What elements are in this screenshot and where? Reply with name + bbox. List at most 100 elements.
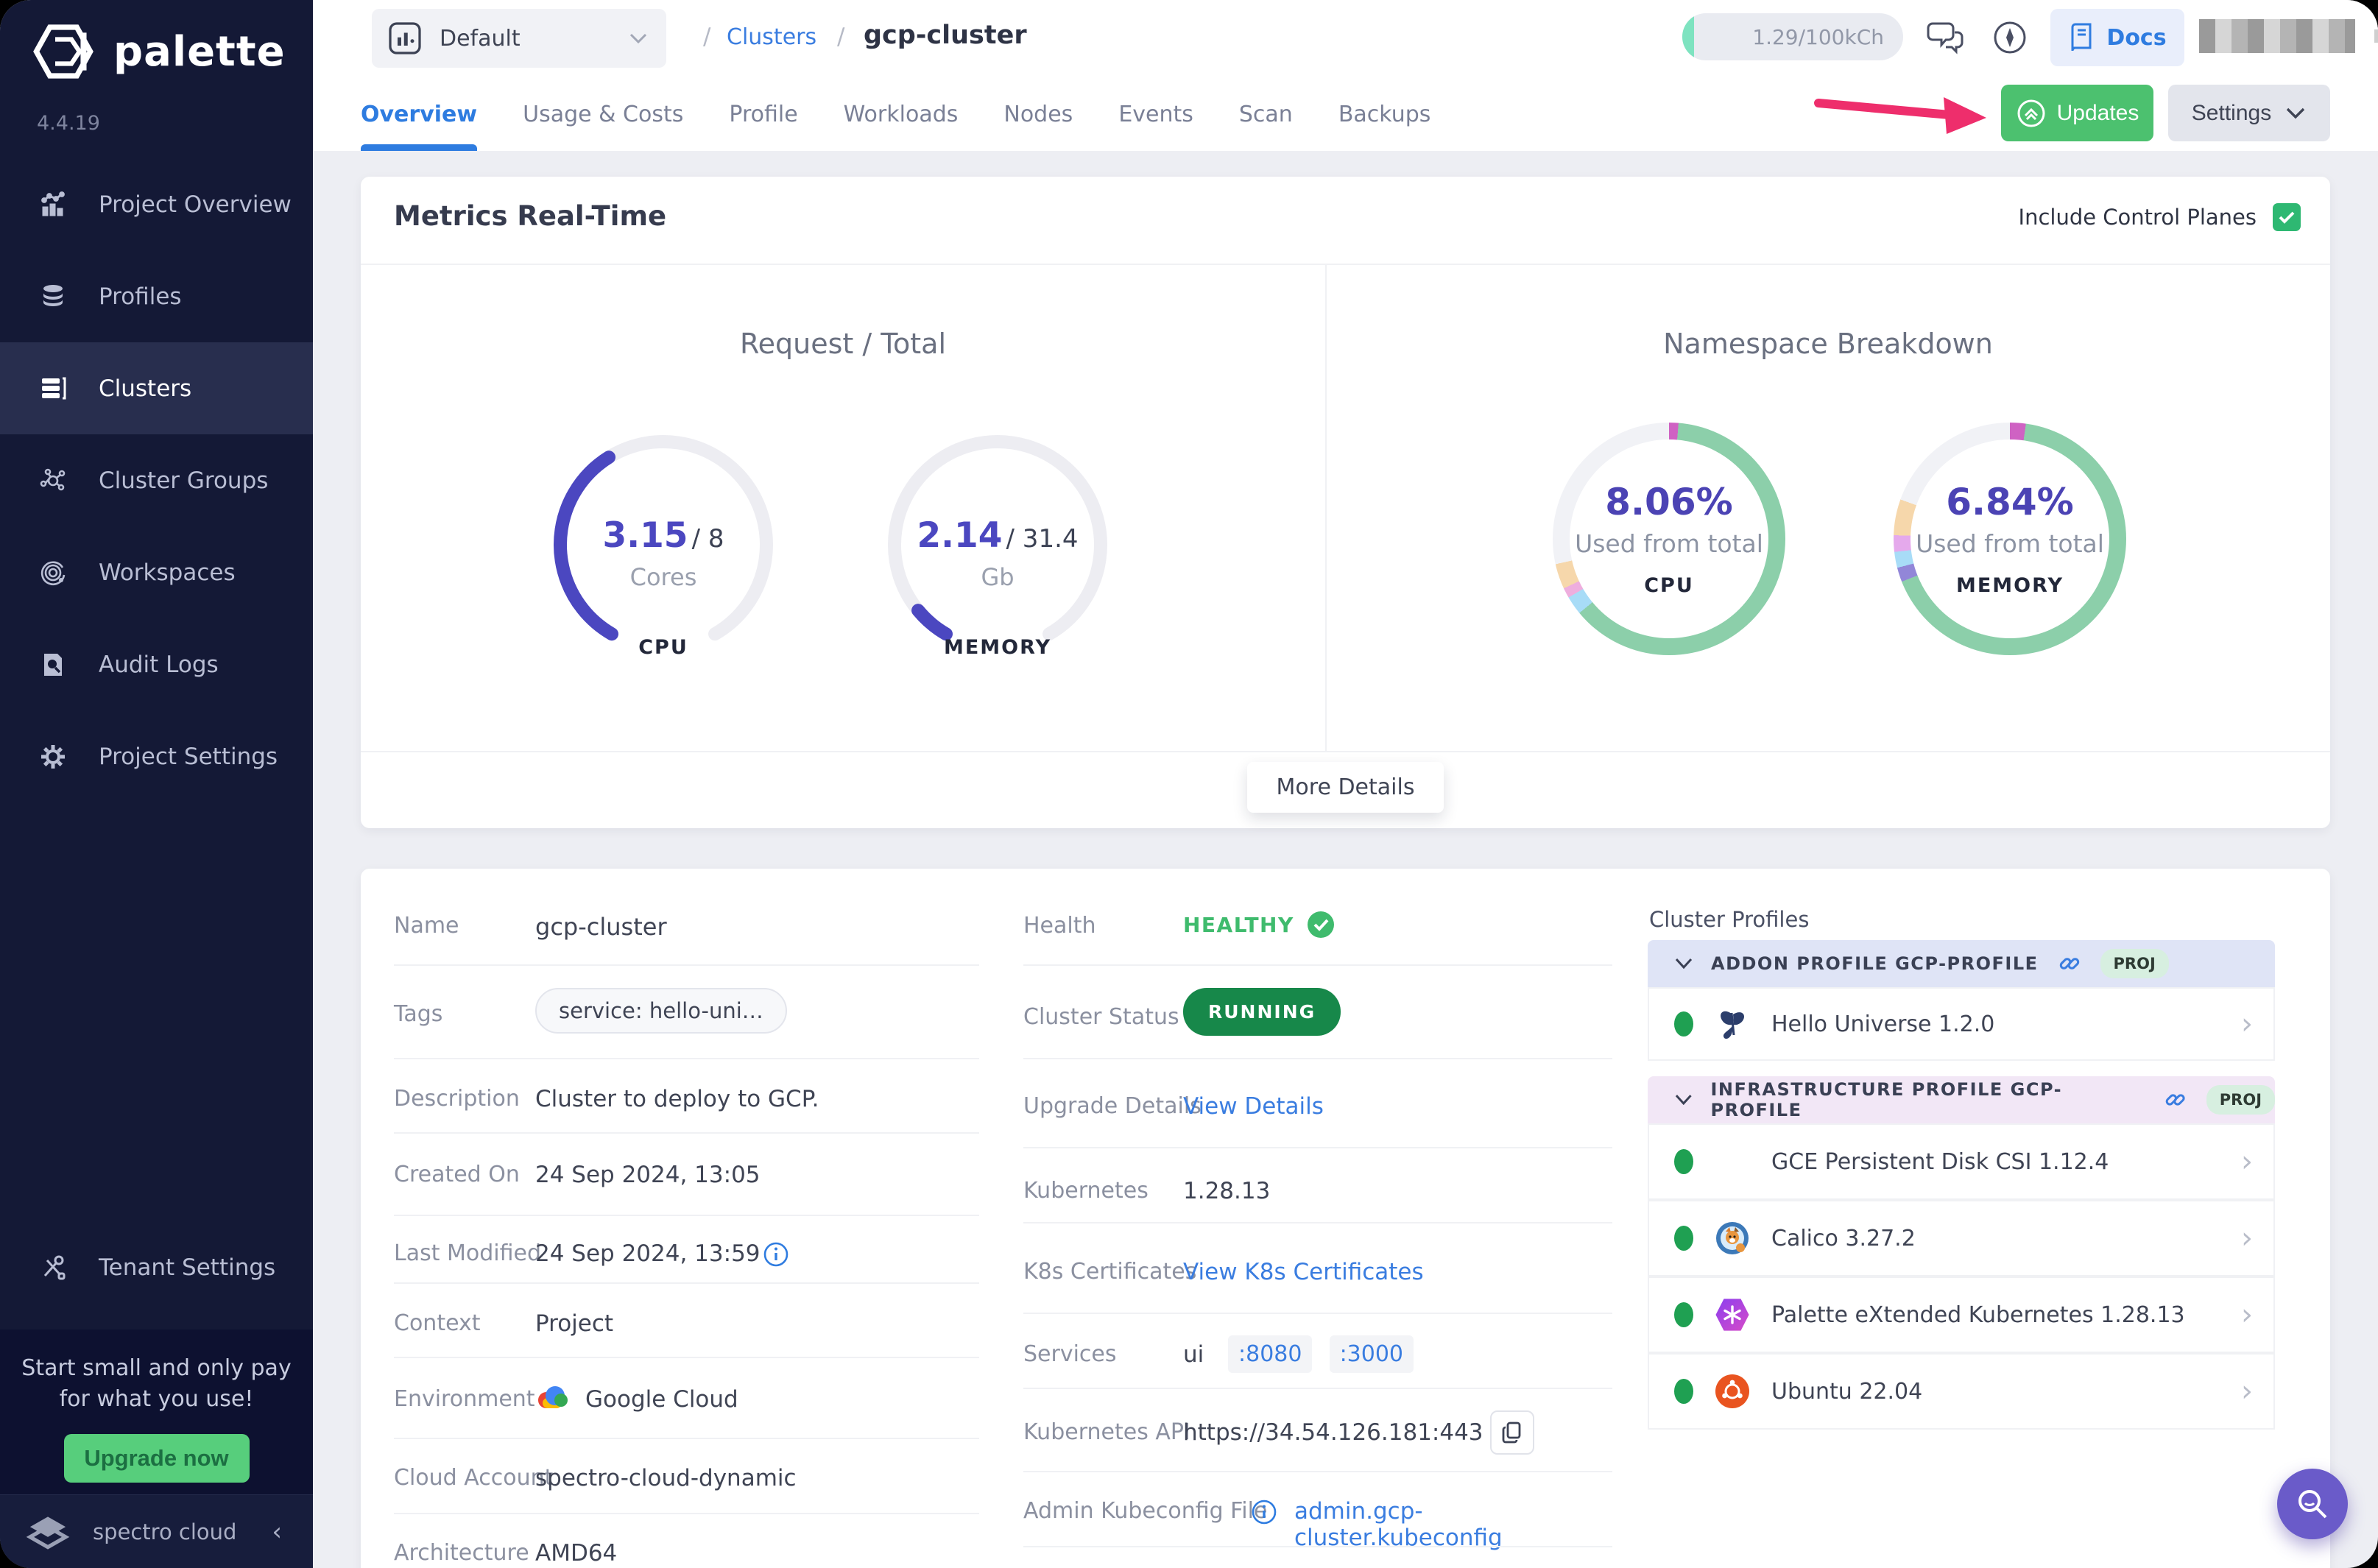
- sidebar: palette 4.4.19 Project Overview Profiles: [0, 0, 313, 1568]
- ubuntu-icon: [1715, 1374, 1749, 1408]
- profile-layer-ubuntu[interactable]: Ubuntu 22.04 ›: [1648, 1353, 2275, 1430]
- updates-icon: [2017, 99, 2045, 127]
- docs-button[interactable]: Docs: [2050, 9, 2184, 66]
- scope-badge: PROJ: [2100, 949, 2169, 978]
- memory-namespace-donut: 6.84% Used from total MEMORY: [1894, 423, 2126, 655]
- infrastructure-profile-header[interactable]: INFRASTRUCTURE PROFILE GCP-PROFILE PROJ: [1648, 1076, 2276, 1123]
- info-icon[interactable]: [762, 1240, 790, 1268]
- compass-icon[interactable]: [1990, 18, 2030, 57]
- tools-icon: [43, 1255, 66, 1280]
- sidebar-footer: spectro cloud ‹: [0, 1494, 313, 1568]
- copy-button[interactable]: [1490, 1410, 1534, 1455]
- chat-icon[interactable]: [1925, 18, 1965, 57]
- chevron-down-icon: [1675, 958, 1693, 970]
- tab-events[interactable]: Events: [1118, 101, 1193, 127]
- sidebar-item-profiles[interactable]: Profiles: [0, 250, 313, 342]
- sidebar-item-label: Clusters: [99, 375, 192, 402]
- project-selector-value: Default: [440, 25, 521, 52]
- tab-nodes[interactable]: Nodes: [1003, 101, 1073, 127]
- kubeconfig-file-link[interactable]: admin.gcp-cluster.kubeconfig: [1294, 1498, 1503, 1551]
- addon-profile-header[interactable]: ADDON PROFILE GCP-PROFILE PROJ: [1648, 940, 2275, 987]
- chevron-down-icon: [1675, 1095, 1692, 1106]
- sidebar-item-audit-logs[interactable]: Audit Logs: [0, 618, 313, 710]
- healthy-check-icon: [1307, 911, 1334, 938]
- divider: [1325, 264, 1327, 751]
- kubernetes-api-url: https://34.54.126.181:443: [1183, 1419, 1483, 1446]
- sidebar-item-tenant-settings[interactable]: Tenant Settings: [0, 1223, 313, 1312]
- include-control-planes-checkbox[interactable]: [2273, 203, 2301, 231]
- service-port-link[interactable]: :3000: [1329, 1335, 1414, 1373]
- memory-gauge-label: MEMORY: [944, 636, 1051, 659]
- upgrade-now-button[interactable]: Upgrade now: [63, 1434, 250, 1483]
- sidebar-nav: Project Overview Profiles Clusters: [0, 158, 313, 802]
- divider: [361, 751, 2330, 752]
- cpu-gauge-unit: Cores: [629, 563, 697, 591]
- sidebar-item-label: Workspaces: [99, 559, 236, 586]
- view-k8s-certificates-link[interactable]: View K8s Certificates: [1183, 1259, 1424, 1285]
- breadcrumb-separator: /: [703, 24, 711, 50]
- sidebar-item-project-settings[interactable]: Project Settings: [0, 710, 313, 802]
- docs-button-label: Docs: [2106, 24, 2167, 51]
- more-details-button[interactable]: More Details: [1246, 762, 1444, 813]
- layer-status-dot: [1674, 1149, 1693, 1174]
- sidebar-item-cluster-groups[interactable]: Cluster Groups: [0, 434, 313, 526]
- chevron-right-icon: ›: [2241, 1145, 2253, 1179]
- annotation-arrow: [1814, 97, 1986, 134]
- book-icon: [2071, 23, 2092, 52]
- sidebar-item-workspaces[interactable]: Workspaces: [0, 526, 313, 618]
- updates-button[interactable]: Updates: [2001, 85, 2153, 141]
- search-fab[interactable]: [2277, 1469, 2348, 1539]
- tab-bar: Overview Usage & Costs Profile Workloads…: [361, 77, 1430, 151]
- namespace-breakdown-title: Namespace Breakdown: [1663, 328, 1993, 360]
- profile-layer-gce-disk[interactable]: GCE Persistent Disk CSI 1.12.4 ›: [1648, 1123, 2275, 1200]
- chart-icon: [41, 191, 65, 216]
- orbit-icon: [40, 560, 66, 585]
- chevron-right-icon: ›: [2241, 1007, 2253, 1041]
- memory-donut-center: 6.84% Used from total MEMORY: [1910, 439, 2109, 638]
- servers-icon: [42, 377, 66, 399]
- sidebar-item-label: Tenant Settings: [99, 1254, 276, 1281]
- layer-status-dot: [1674, 1011, 1693, 1036]
- sidebar-item-clusters[interactable]: Clusters: [0, 342, 313, 434]
- calico-icon: [1716, 1222, 1749, 1254]
- chevron-down-icon: [2287, 107, 2305, 119]
- check-icon: [2279, 211, 2295, 224]
- collapse-sidebar-icon[interactable]: ‹: [272, 1517, 282, 1547]
- profile-layer-hello-universe[interactable]: Hello Universe 1.2.0 ›: [1648, 987, 2275, 1061]
- app-version: 4.4.19: [37, 112, 100, 135]
- sidebar-item-label: Project Overview: [99, 191, 292, 218]
- settings-button[interactable]: Settings: [2168, 85, 2330, 141]
- tab-overview[interactable]: Overview: [361, 77, 478, 151]
- copy-icon: [1502, 1422, 1521, 1444]
- usage-meter-pill[interactable]: 1.29/100kCh: [1682, 13, 1903, 60]
- memory-gauge-unit: Gb: [981, 563, 1015, 591]
- tag-pill[interactable]: service: hello-uni…: [535, 988, 787, 1034]
- profile-layer-calico[interactable]: Calico 3.27.2 ›: [1648, 1200, 2275, 1276]
- sidebar-item-project-overview[interactable]: Project Overview: [0, 158, 313, 250]
- link-icon: [2166, 1094, 2186, 1106]
- project-selector[interactable]: Default: [372, 9, 666, 68]
- footer-brand: spectro cloud: [93, 1519, 237, 1544]
- tab-scan[interactable]: Scan: [1238, 101, 1293, 127]
- user-menu[interactable]: [2199, 19, 2355, 53]
- tab-usage-costs[interactable]: Usage & Costs: [523, 101, 684, 127]
- scope-badge: PROJ: [2206, 1085, 2276, 1115]
- tab-backups[interactable]: Backups: [1338, 101, 1431, 127]
- brand-name: palette: [113, 27, 286, 76]
- request-total-title: Request / Total: [739, 328, 947, 360]
- top-header: Default / Clusters / gcp-cluster 1.29/10…: [313, 0, 2378, 151]
- service-port-link[interactable]: :8080: [1228, 1335, 1313, 1373]
- info-icon[interactable]: [1250, 1498, 1278, 1526]
- view-details-link[interactable]: View Details: [1183, 1093, 1324, 1120]
- cpu-gauge-value: 3.15 / 8 Cores: [546, 515, 781, 591]
- profile-layer-pxk[interactable]: Palette eXtended Kubernetes 1.28.13 ›: [1648, 1276, 2275, 1353]
- usage-meter-value: 1.29/100kCh: [1752, 25, 1884, 49]
- tab-workloads[interactable]: Workloads: [843, 101, 959, 127]
- memory-gauge-value: 2.14 / 31.4 Gb: [880, 515, 1115, 591]
- tab-profile[interactable]: Profile: [729, 101, 798, 127]
- breadcrumb-current: gcp-cluster: [864, 21, 1027, 50]
- cpu-donut-center: 8.06% Used from total CPU: [1570, 439, 1768, 638]
- breadcrumb-clusters-link[interactable]: Clusters: [727, 24, 817, 50]
